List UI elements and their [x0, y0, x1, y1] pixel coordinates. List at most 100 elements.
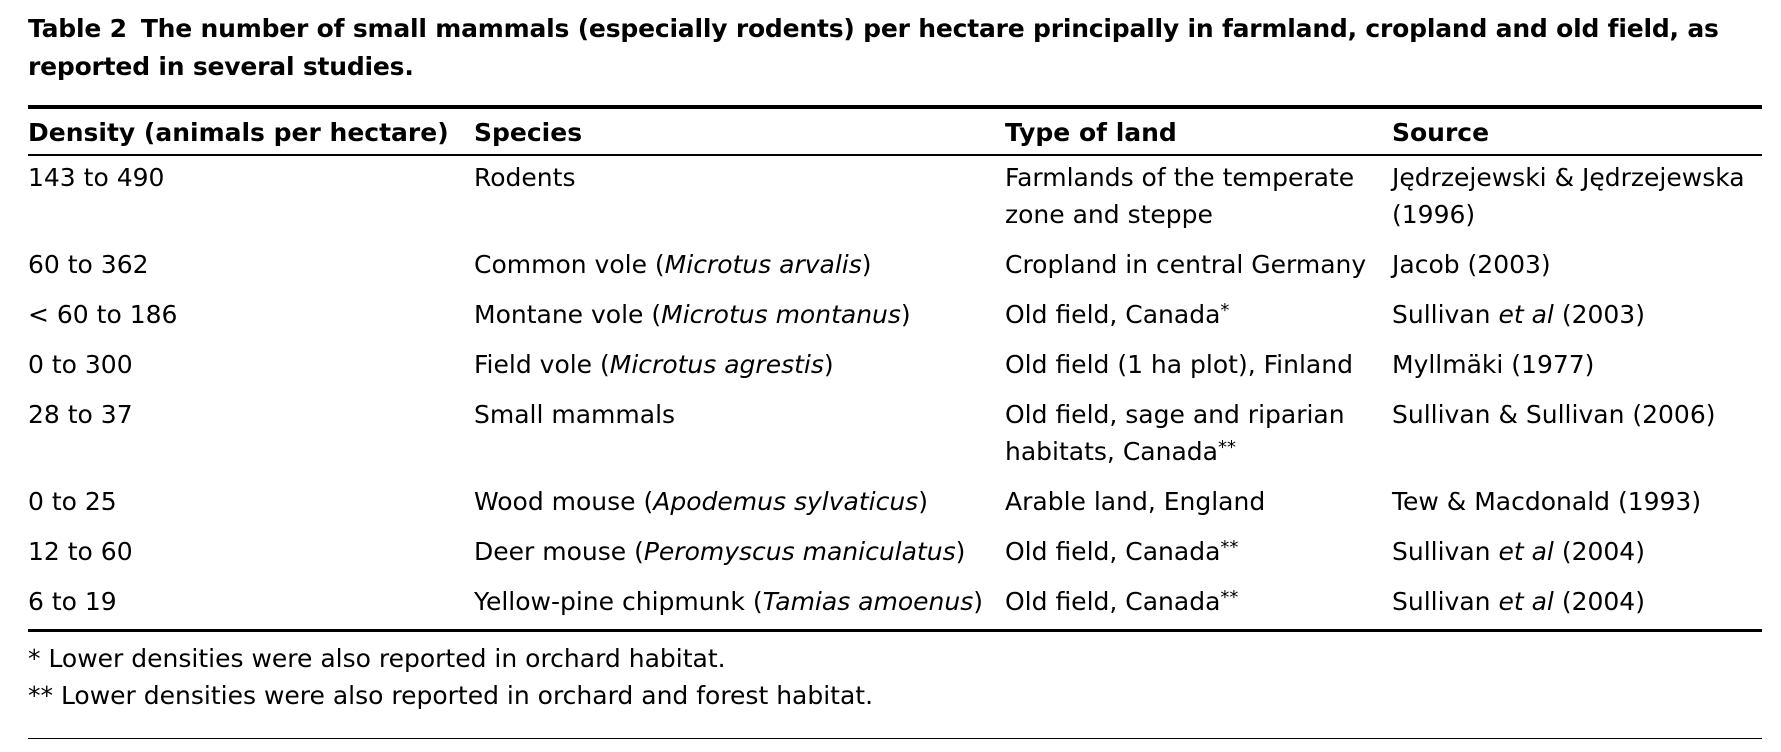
cell-land: Farmlands of the temperate zone and step… [1005, 156, 1392, 242]
cell-source: Jacob (2003) [1392, 242, 1762, 292]
species-close-paren: ) [823, 350, 834, 379]
source-et-al: et al [1498, 587, 1554, 616]
header-land: Type of land [1005, 118, 1177, 147]
species-latin-name: Microtus arvalis [664, 250, 862, 279]
cell-species: Deer mouse (Peromyscus maniculatus) [474, 529, 1005, 579]
table-body: 143 to 490 Rodents Farmlands of the temper… [28, 156, 1762, 629]
table-top-rule [28, 105, 1762, 109]
data-table: Density (animals per hectare) Species Ty… [28, 109, 1762, 629]
species-close-paren: ) [973, 587, 983, 616]
source-et-al: et al [1498, 300, 1554, 329]
cell-species: Common vole (Microtus arvalis) [474, 242, 1005, 292]
land-footnote-mark: ** [1220, 537, 1239, 558]
table-bottom-rule [28, 629, 1762, 632]
land-type: Old field, Canada [1005, 587, 1221, 616]
source-et-al: et al [1498, 537, 1554, 566]
table-row: 12 to 60 Deer mouse (Peromyscus maniculat… [28, 529, 1762, 579]
table-end-rule [28, 738, 1762, 739]
species-close-paren: ) [955, 537, 966, 566]
land-type: Old field (1 ha plot), Finland [1005, 350, 1353, 379]
header-density: Density (animals per hectare) [28, 118, 449, 147]
table-row: 60 to 362 Common vole (Microtus arvalis) C… [28, 242, 1762, 292]
cell-source: Sullivan et al (2004) [1392, 529, 1762, 579]
species-common-name: Rodents [474, 163, 576, 192]
cell-source: Myllmäki (1977) [1392, 342, 1762, 392]
land-footnote-mark: ** [1217, 437, 1236, 458]
species-common-name: Deer mouse ( [474, 537, 644, 566]
table-header-row: Density (animals per hectare) Species Ty… [28, 109, 1762, 154]
cell-source: Sullivan & Sullivan (2006) [1392, 392, 1762, 479]
species-common-name: Yellow-pine chipmunk ( [474, 587, 763, 616]
table-row: 0 to 25 Wood mouse (Apodemus sylvaticus) A… [28, 479, 1762, 529]
data-table-container: Density (animals per hectare) Species Ty… [28, 105, 1762, 714]
table-row: 143 to 490 Rodents Farmlands of the temper… [28, 156, 1762, 242]
source-authors: Myllmäki (1977) [1392, 350, 1595, 379]
cell-density: 28 to 37 [28, 392, 474, 479]
source-authors: Sullivan & Sullivan (2006) [1392, 400, 1716, 429]
land-type: Arable land, England [1005, 487, 1266, 516]
density-value: 28 to 37 [28, 400, 133, 429]
cell-density: 12 to 60 [28, 529, 474, 579]
land-type: Farmlands of the temperate zone and step… [1005, 163, 1355, 229]
cell-density: 0 to 300 [28, 342, 474, 392]
cell-source: Jędrzejewski & Jędrzejewska (1996) [1392, 156, 1762, 242]
species-latin-name: Apodemus sylvaticus [653, 487, 919, 516]
land-type: Cropland in central Germany [1005, 250, 1367, 279]
cell-density: < 60 to 186 [28, 292, 474, 342]
cell-source: Sullivan et al (2003) [1392, 292, 1762, 342]
table-row: 6 to 19 Yellow-pine chipmunk (Tamias amoe… [28, 579, 1762, 629]
land-type: Old field, Canada [1005, 537, 1221, 566]
density-value: < 60 to 186 [28, 300, 178, 329]
header-species: Species [474, 118, 583, 147]
source-year: (2004) [1553, 537, 1645, 566]
species-close-paren: ) [900, 300, 911, 329]
cell-land: Arable land, England [1005, 479, 1392, 529]
cell-land: Old field, Canada** [1005, 529, 1392, 579]
land-type: Old field, Canada [1005, 300, 1221, 329]
source-authors: Jędrzejewski & Jędrzejewska (1996) [1392, 163, 1745, 229]
table-notes: * Lower densities were also reported in … [28, 640, 1762, 714]
header-source: Source [1392, 118, 1490, 147]
cell-land: Old field, Canada** [1005, 579, 1392, 629]
species-latin-name: Microtus agrestis [609, 350, 824, 379]
footnote-double-star: ** Lower densities were also reported in… [28, 681, 874, 710]
table-row: < 60 to 186 Montane vole (Microtus montan… [28, 292, 1762, 342]
footnote-single-star: * Lower densities were also reported in … [28, 644, 726, 673]
source-authors: Sullivan [1392, 537, 1499, 566]
table-caption: Table 2 The number of small mammals (espe… [28, 10, 1762, 86]
cell-land: Old field, sage and riparian habitats, C… [1005, 392, 1392, 479]
source-year: (2004) [1553, 587, 1645, 616]
source-authors: Jacob (2003) [1392, 250, 1551, 279]
cell-density: 0 to 25 [28, 479, 474, 529]
cell-species: Field vole (Microtus agrestis) [474, 342, 1005, 392]
species-close-paren: ) [918, 487, 928, 516]
source-authors: Sullivan [1392, 300, 1499, 329]
density-value: 60 to 362 [28, 250, 149, 279]
species-common-name: Field vole ( [474, 350, 610, 379]
land-footnote-mark: * [1220, 300, 1230, 321]
cell-density: 60 to 362 [28, 242, 474, 292]
density-value: 0 to 300 [28, 350, 133, 379]
density-value: 12 to 60 [28, 537, 133, 566]
species-common-name: Small mammals [474, 400, 676, 429]
cell-species: Montane vole (Microtus montanus) [474, 292, 1005, 342]
land-footnote-mark: ** [1220, 587, 1239, 608]
table-caption-text: The number of small mammals (especially … [28, 14, 1719, 81]
cell-source: Tew & Macdonald (1993) [1392, 479, 1762, 529]
species-latin-name: Peromyscus maniculatus [643, 537, 956, 566]
table-label: Table 2 [28, 14, 127, 43]
table-row: 0 to 300 Field vole (Microtus agrestis) Ol… [28, 342, 1762, 392]
cell-land: Cropland in central Germany [1005, 242, 1392, 292]
species-latin-name: Tamias amoenus [762, 587, 974, 616]
table-row: 28 to 37 Small mammals Old field, sage and… [28, 392, 1762, 479]
species-latin-name: Microtus montanus [661, 300, 901, 329]
species-close-paren: ) [861, 250, 872, 279]
table-header-rule [28, 154, 1762, 156]
land-type: Old field, sage and riparian habitats, C… [1005, 400, 1345, 466]
density-value: 6 to 19 [28, 587, 117, 616]
cell-land: Old field, Canada* [1005, 292, 1392, 342]
species-common-name: Common vole ( [474, 250, 665, 279]
source-year: (2003) [1553, 300, 1645, 329]
cell-source: Sullivan et al (2004) [1392, 579, 1762, 629]
cell-land: Old field (1 ha plot), Finland [1005, 342, 1392, 392]
